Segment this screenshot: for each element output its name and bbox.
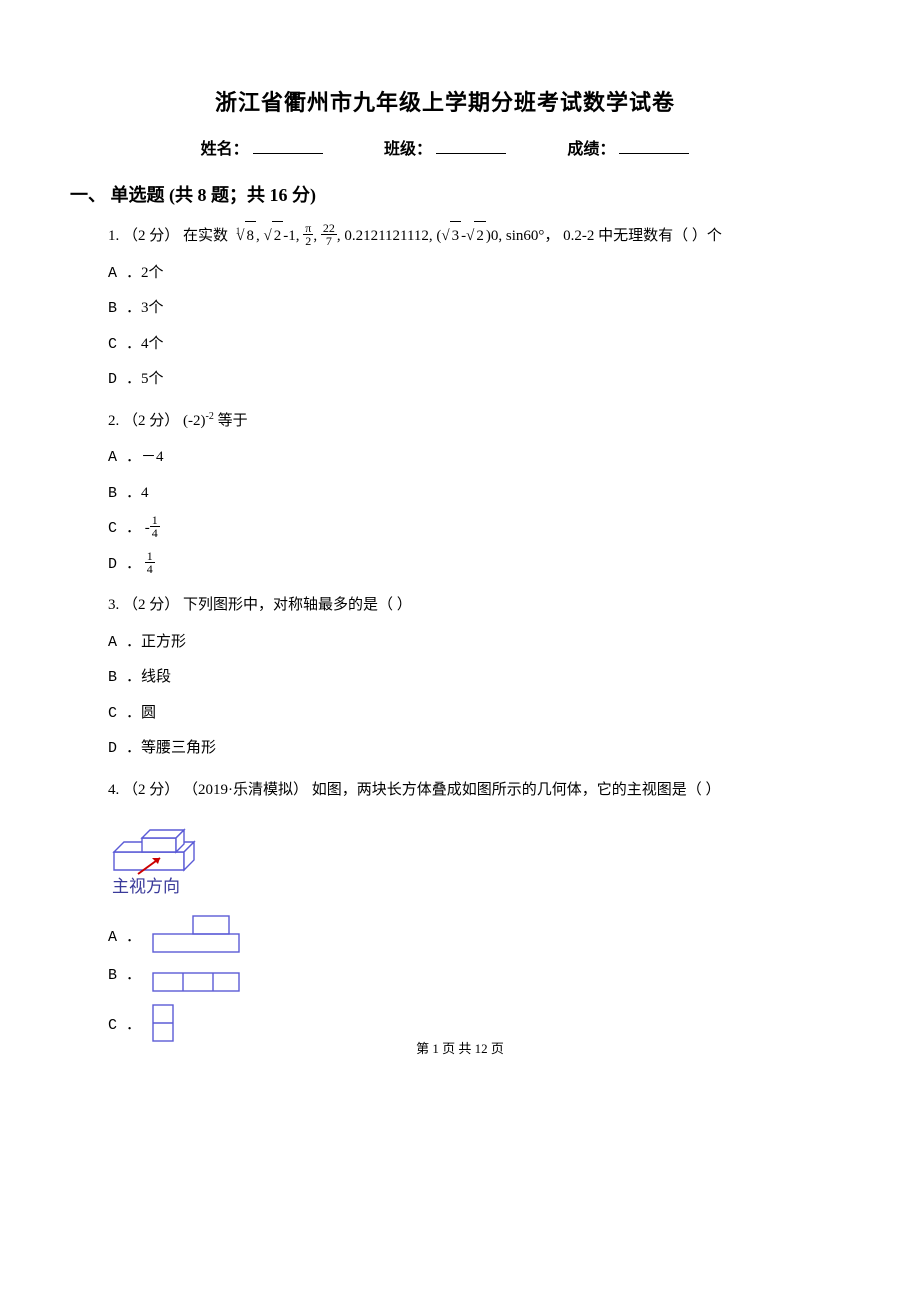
q2-d-den: 4 xyxy=(145,562,155,575)
q1-c-text: 4个 xyxy=(141,336,164,352)
q1-b-text: 3个 xyxy=(141,300,164,316)
q2-num: 2. xyxy=(108,413,119,429)
q4-opt-b-icon xyxy=(149,969,245,995)
q3-stem: 3. （2 分） 下列图形中，对称轴最多的是（ ） xyxy=(108,591,820,620)
q1-e7: sin60° xyxy=(506,228,545,244)
q1-e4: 227 xyxy=(321,222,337,247)
q2-opt-c[interactable]: C ． -14 xyxy=(108,514,820,544)
q1-d-text: 5个 xyxy=(141,371,164,387)
q3-num: 3. xyxy=(108,597,119,613)
q2-stem: 2. （2 分） (-2)-2 等于 xyxy=(108,407,820,436)
name-blank[interactable] xyxy=(253,136,323,154)
q1-opt-d[interactable]: D ．5个 xyxy=(108,365,820,395)
q3-opt-d[interactable]: D ．等腰三角形 xyxy=(108,734,820,764)
q2-c-frac: 14 xyxy=(150,514,160,539)
q1-stem: 1. （2 分） 在实数 18, 2-1, π2, 227, 0.2121121… xyxy=(108,221,820,251)
doc-title: 浙江省衢州市九年级上学期分班考试数学试卷 xyxy=(70,85,820,117)
q4-text: 如图，两块长方体叠成如图所示的几何体，它的主视图是（ ） xyxy=(312,782,721,798)
q1-e6b: 2 xyxy=(474,221,486,251)
q1-expr: 18, 2-1, π2, 227, 0.2121121112, (3-2)0, … xyxy=(232,228,598,244)
q2-suffix: 等于 xyxy=(218,413,248,429)
q1-e3-den: 2 xyxy=(303,234,313,247)
q1-opt-a[interactable]: A ．2个 xyxy=(108,259,820,289)
q2-d-num: 1 xyxy=(145,550,155,562)
q4-main-figure: 主视方向 xyxy=(108,812,820,900)
q1-e4-num: 22 xyxy=(321,222,337,234)
question-2: 2. （2 分） (-2)-2 等于 A ．－4 B ．4 C ． -14 D … xyxy=(70,407,820,580)
student-info-row: 姓名： 班级： 成绩： xyxy=(70,135,820,159)
q1-e3-num: π xyxy=(303,222,313,234)
q3-text: 下列图形中，对称轴最多的是（ ） xyxy=(183,597,412,613)
name-field: 姓名： xyxy=(201,135,323,159)
q1-e5: 0.2121121112 xyxy=(344,228,429,244)
q2-expr: (-2)-2 xyxy=(183,413,214,429)
q2-b-text: 4 xyxy=(141,485,149,501)
q1-e8: 0.2-2 xyxy=(563,228,594,244)
q4-opt-a[interactable]: A ． xyxy=(108,912,820,956)
q3-b-text: 线段 xyxy=(141,669,171,685)
q1-opt-b[interactable]: B ．3个 xyxy=(108,294,820,324)
score-blank[interactable] xyxy=(619,136,689,154)
q2-opt-b[interactable]: B ．4 xyxy=(108,479,820,509)
q3-c-text: 圆 xyxy=(141,705,156,721)
page-number: 第 1 页 共 12 页 xyxy=(0,1038,920,1057)
q3-d-text: 等腰三角形 xyxy=(141,740,216,756)
class-field: 班级： xyxy=(384,135,506,159)
q2-c-den: 4 xyxy=(150,526,160,539)
q4-opt-a-icon xyxy=(149,912,245,956)
q3-opt-a[interactable]: A ．正方形 xyxy=(108,628,820,658)
q3-opt-c[interactable]: C ．圆 xyxy=(108,699,820,729)
score-label: 成绩： xyxy=(567,135,615,159)
q4-opt-b[interactable]: B ． xyxy=(108,962,820,995)
q1-suffix: 中无理数有（ ）个 xyxy=(598,228,722,244)
q2-opt-a[interactable]: A ．－4 xyxy=(108,443,820,473)
question-4: 4. （2 分） （2019·乐清模拟） 如图，两块长方体叠成如图所示的几何体，… xyxy=(70,776,820,1045)
q2-c-num: 1 xyxy=(150,514,160,526)
q4-src: （2019·乐清模拟） xyxy=(183,782,308,798)
class-blank[interactable] xyxy=(436,136,506,154)
class-label: 班级： xyxy=(384,135,432,159)
q1-e2-suf: -1 xyxy=(283,228,296,244)
q2-exp: -2 xyxy=(206,411,214,422)
q1-num: 1. xyxy=(108,228,119,244)
score-field: 成绩： xyxy=(567,135,689,159)
q1-e1-idx: 1 xyxy=(236,226,241,236)
q1-e6-exp: 0 xyxy=(491,228,499,244)
q3-points: （2 分） xyxy=(123,597,179,613)
q2-points: （2 分） xyxy=(123,413,179,429)
question-3: 3. （2 分） 下列图形中，对称轴最多的是（ ） A ．正方形 B ．线段 C… xyxy=(70,591,820,764)
q2-opt-d[interactable]: D ． 14 xyxy=(108,550,820,580)
q1-e4-den: 7 xyxy=(321,234,337,247)
q2-base: (-2) xyxy=(183,413,206,429)
q1-e3: π2 xyxy=(303,222,313,247)
q4-3d-solid-icon: 主视方向 xyxy=(108,812,208,900)
question-1: 1. （2 分） 在实数 18, 2-1, π2, 227, 0.2121121… xyxy=(70,221,820,395)
q1-e6a: 3 xyxy=(450,221,462,251)
name-label: 姓名： xyxy=(201,135,249,159)
q3-a-text: 正方形 xyxy=(141,634,186,650)
q3-opt-b[interactable]: B ．线段 xyxy=(108,663,820,693)
q1-e2: 2 xyxy=(272,221,284,251)
q4-points: （2 分） xyxy=(123,782,179,798)
q4-stem: 4. （2 分） （2019·乐清模拟） 如图，两块长方体叠成如图所示的几何体，… xyxy=(108,776,820,805)
q1-prefix: 在实数 xyxy=(183,228,228,244)
q4-fig-label: 主视方向 xyxy=(112,877,180,896)
q1-a-text: 2个 xyxy=(141,265,164,281)
q1-opt-c[interactable]: C ．4个 xyxy=(108,330,820,360)
q1-e1-body: 8 xyxy=(245,221,257,251)
q1-points: （2 分） xyxy=(123,228,179,244)
q2-a-text: －4 xyxy=(141,449,164,465)
q4-num: 4. xyxy=(108,782,119,798)
section-1-heading: 一、 单选题 (共 8 题；共 16 分) xyxy=(70,181,820,207)
q2-d-frac: 14 xyxy=(145,550,155,575)
